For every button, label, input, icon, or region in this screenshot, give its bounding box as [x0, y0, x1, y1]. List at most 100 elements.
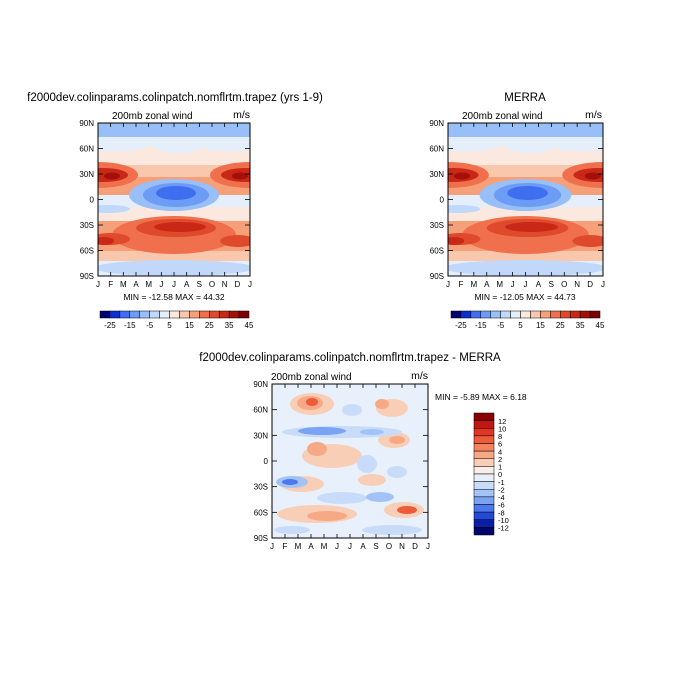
x-tick-label: J	[348, 542, 352, 551]
colorbar-label: 0	[498, 470, 502, 479]
x-tick-label: F	[458, 280, 463, 289]
colorbar-label: 5	[518, 321, 523, 330]
colorbar-swatch	[149, 310, 160, 319]
min-max-stats: MIN = -12.05 MAX = 44.73	[474, 292, 575, 302]
x-tick-label: J	[335, 542, 339, 551]
y-tick-label: 90N	[253, 380, 268, 389]
colorbar-label: 15	[536, 321, 545, 330]
y-tick-label: 0	[90, 196, 95, 205]
colorbar-swatch	[473, 527, 495, 536]
x-tick-label: A	[133, 280, 139, 289]
colorbar-swatch	[500, 310, 511, 319]
colorbar-label: 1	[498, 463, 502, 472]
colorbar-label: -15	[475, 321, 487, 330]
y-tick-label: 90N	[429, 119, 444, 128]
colorbar-swatch	[473, 466, 495, 475]
colorbar-swatch	[473, 450, 495, 459]
colorbar-swatch	[228, 310, 240, 319]
panel-units: m/s	[585, 109, 602, 121]
colorbar-swatch	[540, 310, 551, 319]
x-tick-label: O	[209, 280, 215, 289]
x-tick-label: J	[446, 280, 450, 289]
y-tick-label: 60S	[430, 247, 444, 256]
colorbar-swatch	[179, 310, 190, 319]
y-tick-label: 90S	[430, 272, 444, 281]
x-tick-label: S	[373, 542, 378, 551]
colorbar-swatch	[473, 496, 495, 505]
colorbar-swatch	[99, 310, 111, 319]
colorbar-swatch	[473, 511, 495, 520]
colorbar-label: 25	[205, 321, 214, 330]
colorbar-swatch	[199, 310, 210, 319]
colorbar-label: -6	[498, 501, 505, 510]
y-tick-label: 90S	[254, 534, 268, 543]
y-tick-label: 60N	[253, 406, 268, 415]
colorbar-swatch	[189, 310, 200, 319]
x-tick-label: M	[145, 280, 152, 289]
colorbar-label: 12	[498, 417, 506, 426]
colorbar-label: 35	[225, 321, 234, 330]
x-tick-label: S	[549, 280, 554, 289]
colorbar-label: 15	[185, 321, 194, 330]
colorbar-label: -25	[104, 321, 116, 330]
colorbar-swatch	[569, 310, 581, 319]
colorbar-swatch	[450, 310, 462, 319]
colorbar-swatch	[473, 458, 495, 467]
colorbar-swatch	[139, 310, 150, 319]
colorbar-swatch	[473, 428, 495, 437]
x-tick-label: J	[270, 542, 274, 551]
y-tick-label: 30S	[254, 483, 268, 492]
x-tick-label: J	[96, 280, 100, 289]
colorbar-swatch	[109, 310, 121, 319]
panel-title: MERRA	[504, 92, 546, 104]
x-tick-label: J	[172, 280, 176, 289]
colorbar-swatch	[473, 473, 495, 482]
colorbar-label: 2	[498, 455, 502, 464]
contour-field	[272, 384, 428, 538]
panel-title: f2000dev.colinparams.colinpatch.nomflrtm…	[199, 352, 501, 364]
y-tick-label: 30N	[429, 170, 444, 179]
colorbar-label: -5	[146, 321, 154, 330]
x-tick-label: A	[184, 280, 190, 289]
y-tick-label: 60S	[254, 508, 268, 517]
colorbar-swatch	[473, 489, 495, 498]
colorbar-label: -8	[498, 508, 505, 517]
min-max-stats: MIN = -12.58 MAX = 44.32	[123, 292, 224, 302]
colorbar-label: -2	[498, 485, 505, 494]
colorbar-label: 35	[576, 321, 585, 330]
colorbar-swatch	[460, 310, 472, 319]
x-tick-label: D	[587, 280, 593, 289]
colorbar-label: -15	[124, 321, 136, 330]
colorbar-swatch	[473, 504, 495, 513]
colorbar-label: 4	[498, 447, 502, 456]
colorbar-label: -25	[455, 321, 467, 330]
x-tick-label: N	[399, 542, 405, 551]
colorbar-swatch	[238, 310, 250, 319]
colorbar-swatch	[589, 310, 601, 319]
colorbar-swatch	[473, 412, 495, 421]
y-tick-label: 60S	[80, 247, 94, 256]
colorbar-swatch	[473, 420, 495, 429]
colorbar-swatch	[473, 443, 495, 452]
colorbar-swatch	[530, 310, 541, 319]
x-tick-label: O	[386, 542, 392, 551]
x-tick-label: J	[601, 280, 605, 289]
x-tick-label: N	[222, 280, 228, 289]
contour-field	[98, 123, 250, 276]
colorbar-label: -1	[498, 478, 505, 487]
x-tick-label: F	[283, 542, 288, 551]
x-tick-label: S	[197, 280, 202, 289]
colorbar: -25 -15 -5 5 15 25 35 45	[99, 310, 254, 330]
colorbar-swatch	[169, 310, 180, 319]
x-tick-label: A	[484, 280, 490, 289]
x-tick-label: N	[574, 280, 580, 289]
colorbar-swatch	[218, 310, 230, 319]
y-tick-label: 60N	[79, 145, 94, 154]
y-tick-label: 0	[264, 457, 269, 466]
x-tick-label: A	[360, 542, 366, 551]
colorbar-swatch	[550, 310, 561, 319]
